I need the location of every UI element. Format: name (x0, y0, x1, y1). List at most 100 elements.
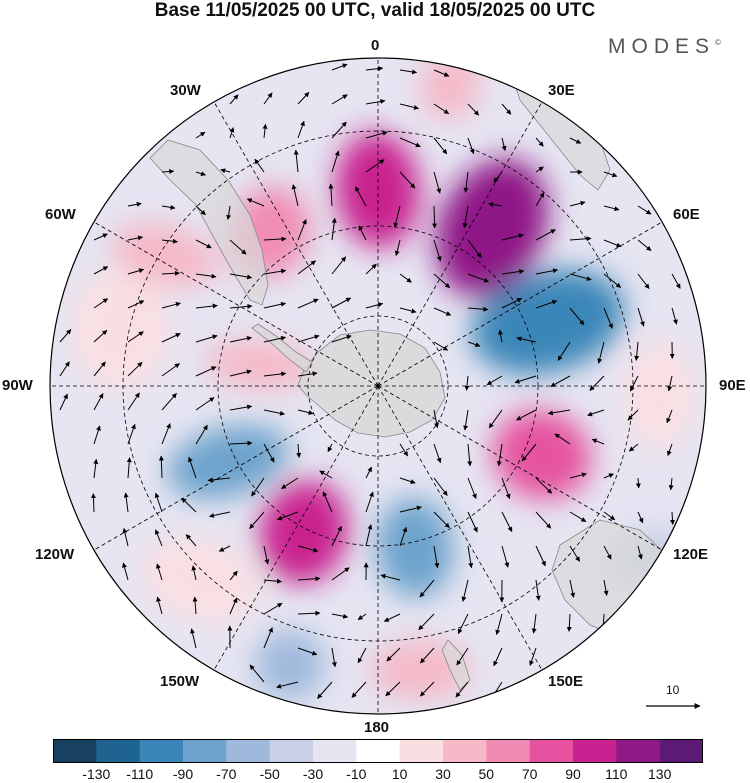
wind-vector-arrow (195, 366, 217, 377)
wind-vector-arrow (207, 477, 231, 483)
wind-vector-arrow (535, 545, 546, 567)
wind-vector-arrow (195, 424, 208, 445)
wind-vector-arrow (467, 443, 473, 467)
meridian-line (377, 385, 544, 672)
colorbar-tick-label: -30 (302, 766, 324, 782)
antarctica-land (297, 329, 446, 438)
meridian-line (92, 385, 379, 552)
map-border (49, 57, 707, 715)
colorbar-tick-label: 110 (605, 766, 628, 782)
wind-vector-arrow (529, 647, 537, 666)
wind-vector-arrow (501, 233, 524, 241)
modes-logo: MODES© (608, 35, 721, 59)
wind-vector-arrow (433, 273, 451, 289)
colorbar-tick-label: 30 (435, 766, 451, 782)
wind-vector-arrow (331, 63, 348, 71)
wind-vector-arrow (501, 511, 513, 533)
lon-label-0: 0 (371, 37, 380, 54)
meridian-line (377, 385, 664, 552)
wind-vector-arrow (249, 664, 265, 683)
wind-vector-arrow (569, 545, 581, 562)
wind-vector-arrow (331, 121, 347, 139)
wind-vector-arrow (637, 511, 644, 524)
wind-vector-arrow (457, 613, 469, 635)
wind-vector-arrow (386, 647, 401, 662)
wind-vector-arrow (498, 329, 504, 343)
colorbar-segment (226, 739, 270, 763)
wind-vector-arrow (394, 239, 401, 256)
copyright-mark: © (715, 38, 721, 47)
wind-vector-arrow (521, 443, 537, 462)
wind-vector-arrow (154, 529, 163, 547)
wind-vector-arrow (463, 171, 469, 193)
colorbar-segment (616, 739, 660, 763)
wind-vector-arrow (122, 527, 129, 547)
wind-vector-arrow (635, 477, 641, 489)
wind-vector-arrow (467, 477, 477, 499)
anomaly-region (435, 159, 549, 297)
wind-vector-arrow (365, 302, 384, 309)
wind-vector-arrow (399, 103, 419, 110)
wind-vector-arrow (399, 505, 422, 513)
colorbar (53, 739, 703, 763)
wind-vector-arrow (433, 69, 450, 77)
wind-vector-arrow (591, 438, 605, 445)
anomaly-region (492, 410, 592, 500)
wind-vector-arrow (262, 123, 268, 139)
wind-vector-arrow (433, 341, 449, 351)
wind-vector-arrow (127, 392, 140, 411)
wind-vector-arrow (496, 443, 503, 467)
wind-vector-arrow (263, 578, 282, 584)
wind-vector-arrow (127, 201, 142, 207)
wind-vector-arrow (467, 511, 478, 533)
wind-vector-arrow (603, 545, 612, 560)
wind-vector-arrow (456, 647, 469, 666)
colorbar-tick-label: -110 (126, 766, 154, 782)
wind-vector-arrow (297, 92, 310, 105)
wind-vector-arrow (161, 423, 171, 445)
wind-vector-arrow (276, 511, 299, 521)
wind-vector-arrow (195, 239, 212, 249)
wind-vector-arrow (432, 205, 438, 229)
wind-vector-arrow (226, 205, 232, 220)
lon-label-180: 180 (364, 719, 390, 736)
meridian-line (377, 220, 664, 387)
wind-vector-arrow (297, 576, 321, 582)
wind-vector-arrow (433, 545, 440, 569)
wind-vector-arrow (393, 205, 401, 228)
wind-vector-arrow (587, 409, 605, 417)
wind-vector-arrow (629, 375, 639, 392)
lon-label-90w: 90W (2, 377, 33, 394)
wind-vector-arrow (488, 202, 503, 208)
colorbar-tick-label: -90 (172, 766, 194, 782)
wind-vector-arrow (229, 303, 253, 309)
wind-vector-arrow (156, 563, 163, 581)
wind-vector-arrow (433, 137, 448, 155)
anomaly-region (625, 340, 695, 450)
wind-vector-arrow (671, 307, 678, 325)
wind-vector-arrow (399, 137, 421, 148)
lon-label-150e: 150E (548, 673, 584, 690)
wind-vector-arrow (190, 628, 197, 649)
wind-vector-arrow (547, 409, 571, 416)
wind-vector-arrow (293, 149, 299, 173)
wind-vector-arrow (365, 66, 384, 72)
wind-vector-arrow (195, 273, 217, 279)
wind-vector-arrow (59, 329, 72, 343)
wind-vector-arrow (331, 297, 352, 309)
wind-vector-arrow (535, 511, 552, 529)
wind-vector-arrow (637, 273, 650, 289)
colorbar-segment (269, 739, 314, 763)
brand-text: MODES (608, 35, 716, 58)
wind-vector-arrow (365, 130, 388, 139)
wind-vector-arrow (122, 562, 129, 581)
wind-vector-arrow (229, 127, 235, 139)
wind-vector-arrow (331, 94, 348, 105)
reference-vector-label: 10 (666, 683, 680, 697)
wind-vector-arrow (229, 440, 253, 446)
wind-vector-arrow (195, 171, 206, 177)
wind-vector-arrow (668, 477, 674, 491)
wind-vector-arrow (161, 238, 178, 244)
wind-vector-arrow (192, 596, 198, 615)
wind-vector-arrow (246, 198, 265, 207)
